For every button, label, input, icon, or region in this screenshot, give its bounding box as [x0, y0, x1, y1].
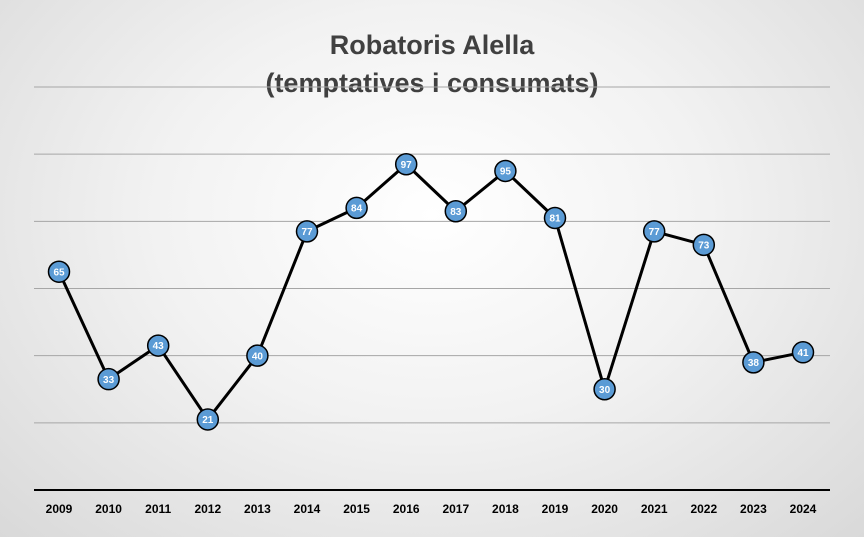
data-point [345, 196, 368, 220]
x-tick-label: 2020 [591, 502, 618, 516]
data-point [791, 341, 815, 364]
x-tick-label: 2015 [343, 502, 370, 516]
x-tick-label: 2021 [641, 502, 668, 516]
x-tick-label: 2019 [542, 502, 569, 516]
x-tick-label: 2014 [294, 502, 321, 516]
data-label: 21 [202, 415, 214, 426]
x-tick-label: 2024 [790, 502, 817, 516]
data-point [593, 378, 616, 401]
data-label: 41 [797, 348, 809, 359]
data-label: 83 [450, 207, 462, 218]
data-point [47, 260, 71, 283]
x-tick-label: 2009 [46, 502, 73, 516]
x-tick-label: 2018 [492, 502, 519, 516]
data-label: 30 [599, 385, 611, 396]
data-label: 81 [549, 214, 561, 225]
data-point [246, 344, 269, 367]
data-label: 65 [53, 267, 65, 278]
data-label: 38 [748, 358, 760, 369]
data-label: 97 [401, 160, 413, 171]
data-label: 43 [153, 341, 165, 352]
data-point [295, 220, 319, 243]
data-point [494, 159, 517, 183]
data-label: 40 [252, 351, 264, 362]
x-tick-label: 2011 [145, 502, 171, 516]
data-label: 84 [351, 204, 363, 215]
data-point [642, 220, 666, 243]
data-point [146, 334, 170, 357]
data-point [543, 206, 567, 230]
data-point [692, 233, 716, 257]
x-tick-label: 2022 [690, 502, 717, 516]
data-point [394, 152, 418, 176]
data-point [196, 408, 220, 431]
chart-title: Robatoris Alella [329, 30, 535, 60]
chart-title-block: Robatoris Alella (temptatives i consumat… [0, 26, 864, 102]
x-tick-label: 2010 [95, 502, 122, 516]
data-point [444, 200, 468, 223]
data-point [742, 351, 765, 374]
data-point [97, 367, 120, 391]
series-line [57, 162, 804, 421]
x-tick-label: 2023 [740, 502, 767, 516]
x-tick-label: 2013 [244, 502, 271, 516]
data-label: 77 [649, 227, 661, 238]
data-label: 33 [103, 375, 115, 386]
x-tick-label: 2016 [393, 502, 420, 516]
chart-subtitle: (temptatives i consumats) [265, 68, 599, 98]
data-label: 73 [698, 240, 710, 251]
x-tick-label: 2017 [442, 502, 469, 516]
data-label: 95 [500, 167, 512, 178]
data-label: 77 [301, 227, 313, 238]
x-tick-label: 2012 [194, 502, 221, 516]
